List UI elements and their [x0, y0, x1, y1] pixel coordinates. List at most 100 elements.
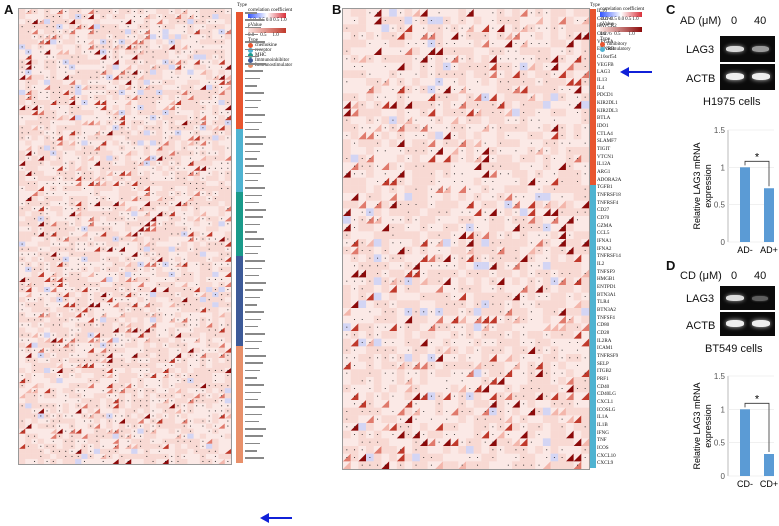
gene-label: IL1A — [597, 414, 608, 421]
gene-label-placeholder — [245, 282, 266, 284]
panel-d-band-label-actb: ACTB — [686, 320, 715, 332]
panel-d-actb-band-0 — [726, 320, 744, 327]
gene-label: BTN3A1 — [597, 292, 616, 299]
gene-label-placeholder — [245, 56, 259, 58]
gene-label-placeholder — [245, 246, 261, 248]
panel-d-letter: D — [666, 258, 675, 273]
gene-label-placeholder — [245, 326, 258, 328]
gene-label-placeholder — [245, 370, 260, 372]
gene-label: TNFRSF4 — [597, 200, 618, 207]
x-tick-label: AD+ — [760, 245, 778, 255]
panel-c-band-label-lag3: LAG3 — [686, 44, 714, 56]
gene-label: TNFSF4 — [597, 315, 615, 322]
gene-label-placeholder — [245, 319, 261, 321]
y-axis-label: Relative LAG3 mRNA — [692, 382, 702, 469]
gene-label-placeholder — [245, 78, 260, 80]
gene-label-placeholder — [245, 268, 262, 270]
panel-a-lag3-arrow-icon — [258, 512, 294, 524]
panel-d-gel-lag3 — [720, 286, 775, 310]
gene-label-placeholder — [245, 49, 262, 51]
panel-d-lag3-band-0 — [726, 295, 744, 301]
type-stripe-segment — [590, 9, 596, 185]
gene-label-placeholder — [245, 435, 263, 437]
gene-label-placeholder — [245, 41, 265, 43]
gene-label: GZMA — [597, 223, 612, 230]
gene-label-placeholder — [245, 165, 264, 167]
gene-label-placeholder — [245, 414, 262, 416]
y-tick-label: 1 — [721, 405, 726, 414]
gene-label-placeholder — [245, 304, 257, 306]
panel-c-lag3-band-40 — [752, 46, 769, 52]
panel-b-letter: B — [332, 2, 341, 17]
gene-label-placeholder — [245, 34, 258, 36]
gene-label: IL13 — [597, 77, 607, 84]
gene-label-placeholder — [245, 392, 261, 394]
gene-label-placeholder — [245, 195, 262, 197]
gene-label-placeholder — [245, 100, 261, 102]
gene-label-placeholder — [245, 173, 261, 175]
gene-label-placeholder — [245, 238, 264, 240]
gene-label-placeholder — [245, 27, 261, 29]
gene-label: BTLA — [597, 115, 610, 122]
gene-label-placeholder — [245, 428, 266, 430]
x-tick-label: CD- — [737, 479, 753, 489]
panel-a-heatmap — [18, 8, 232, 465]
panel-d-actb-band-40 — [752, 320, 770, 327]
gene-label: CXCL10 — [597, 453, 616, 460]
y-tick-label: 1 — [721, 163, 726, 172]
type-stripe-segment — [236, 346, 243, 463]
type-stripe-segment — [236, 256, 243, 346]
gene-label-placeholder — [245, 216, 263, 218]
gene-label: IL1B — [597, 422, 608, 429]
gene-label-placeholder — [245, 275, 259, 277]
gene-label: LAG3 — [597, 69, 610, 76]
y-axis-label-line2: expression — [703, 404, 713, 448]
gene-label-placeholder — [245, 348, 259, 350]
bar — [740, 167, 750, 242]
gene-label-placeholder — [245, 231, 257, 233]
gene-label: CD40 — [597, 384, 609, 391]
panel-c-letter: C — [666, 2, 675, 17]
gene-label-placeholder — [245, 114, 265, 116]
gene-label: BTN3A2 — [597, 307, 616, 314]
gene-label-placeholder — [245, 70, 263, 72]
gene-label-placeholder — [245, 333, 265, 335]
gene-label-placeholder — [245, 107, 258, 109]
y-tick-label: 0.5 — [714, 439, 726, 448]
gene-label: TLR4 — [597, 299, 609, 306]
panel-c-dose-40: 40 — [754, 15, 766, 27]
gene-label-placeholder — [245, 209, 266, 211]
panel-d-cell-line: BT549 cells — [705, 343, 762, 355]
type-stripe-segment — [236, 12, 243, 129]
gene-label-placeholder — [245, 136, 266, 138]
gene-label: TNFRSF9 — [597, 353, 618, 360]
gene-label-placeholder — [245, 122, 262, 124]
gene-label-placeholder — [245, 187, 265, 189]
gene-label-placeholder — [245, 341, 262, 343]
y-tick-label: 1.5 — [714, 126, 726, 135]
gene-label-placeholder — [245, 180, 258, 182]
x-tick-label: CD+ — [760, 479, 778, 489]
legend-b-corr-title: correlation coefficient — [600, 7, 658, 12]
gene-label: KIR2DL3 — [597, 108, 618, 115]
legend-type-dot-icon — [600, 47, 605, 52]
significance-star: * — [755, 393, 760, 405]
panel-d-lag3-band-40 — [752, 296, 768, 301]
panel-b-type-stripe — [590, 9, 596, 468]
panel-d-dose-40: 40 — [754, 270, 766, 282]
gene-label: IL2 — [597, 261, 604, 268]
gene-label-placeholder — [245, 92, 264, 94]
type-stripe-segment — [590, 185, 596, 468]
gene-label: VTCN1 — [597, 154, 613, 161]
gene-label: CD70 — [597, 215, 609, 222]
gene-label: IFNA2 — [597, 246, 611, 253]
gene-label-placeholder — [245, 224, 260, 226]
gene-label: IDO1 — [597, 123, 609, 130]
gene-label-placeholder — [245, 421, 259, 423]
gene-label: HMGB1 — [597, 276, 615, 283]
panel-c-lag3-band-0 — [726, 46, 744, 52]
gene-label-placeholder — [245, 129, 259, 131]
gene-label-placeholder — [245, 399, 258, 401]
gene-label: C10orf54 — [597, 54, 617, 61]
